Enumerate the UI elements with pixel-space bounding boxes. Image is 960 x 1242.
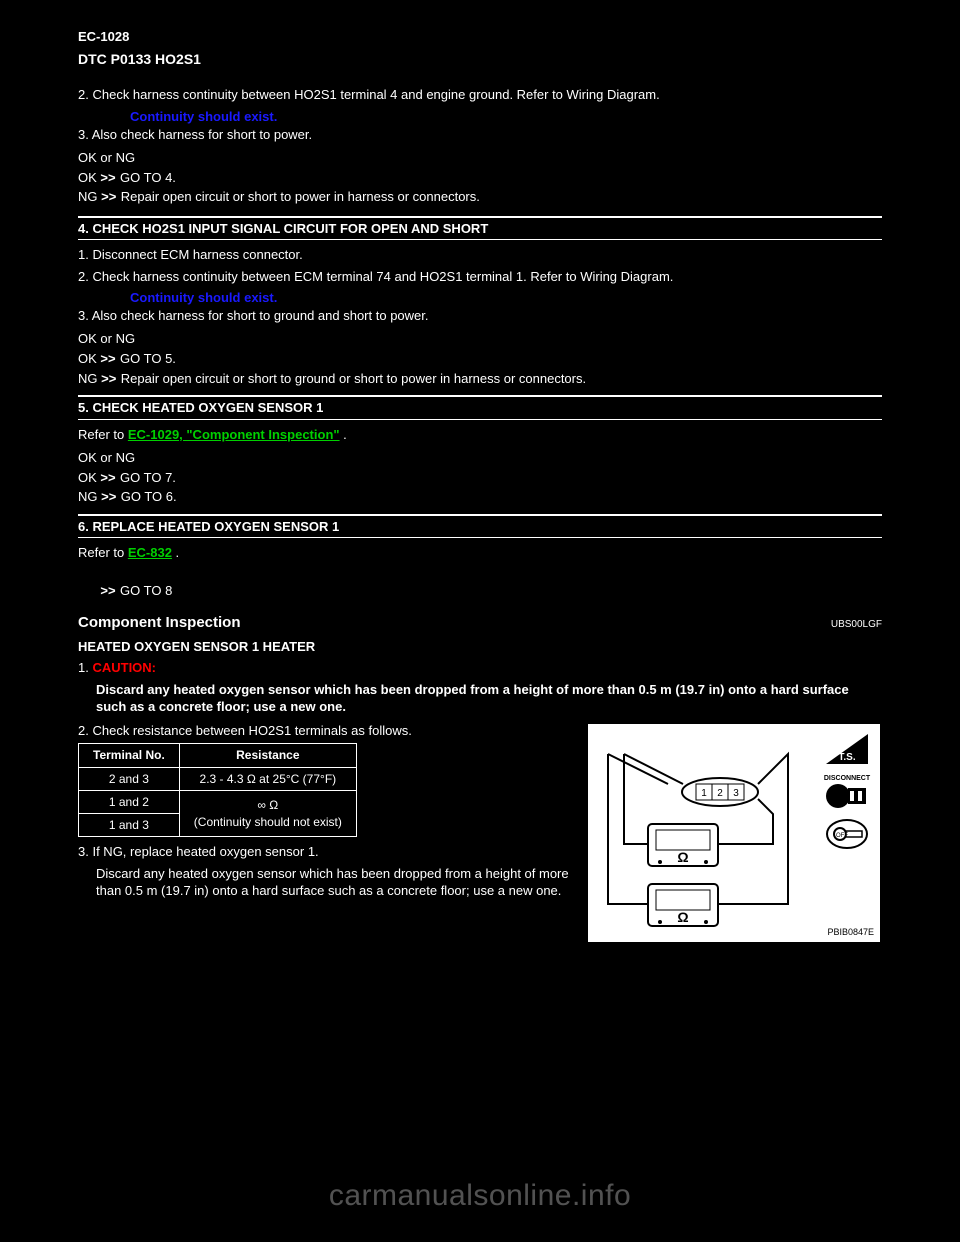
sec6-arrow: >> <box>100 582 116 600</box>
wiring-figure: 1 2 3 Ω Ω T.S. <box>586 722 882 944</box>
svg-text:T.S.: T.S. <box>838 752 855 763</box>
svg-text:3: 3 <box>733 788 739 799</box>
comp-s3n: 3. <box>78 844 89 859</box>
sec4-s3n: 3. <box>78 308 89 323</box>
step2-result: Continuity should exist. <box>78 108 882 126</box>
svg-text:Ω: Ω <box>677 849 688 865</box>
sec6-ref-pre: Refer to <box>78 545 128 560</box>
component-code: UBS00LGF <box>831 618 882 632</box>
caution-label: CAUTION: <box>92 660 156 675</box>
svg-text:DISCONNECT: DISCONNECT <box>824 775 871 782</box>
page-number: EC-1028 <box>78 28 882 46</box>
th-terminal: Terminal No. <box>79 744 180 767</box>
caution-text: Discard any heated oxygen sensor which h… <box>78 681 882 716</box>
section4-title: 4. CHECK HO2S1 INPUT SIGNAL CIRCUIT FOR … <box>78 216 882 241</box>
r3c1: 1 and 3 <box>79 814 180 837</box>
sec5-ok-to: GO TO 7. <box>120 470 176 485</box>
sec4-s3: Also check harness for short to ground a… <box>92 308 429 323</box>
step2-num3: 3. <box>78 127 89 142</box>
sec5-ng-to: GO TO 6. <box>121 489 177 504</box>
step2-q: OK or NG <box>78 149 882 167</box>
step2-text3: Also check harness for short to power. <box>92 127 312 142</box>
sec5-ref-post: . <box>340 427 347 442</box>
sec4-q: OK or NG <box>78 330 882 348</box>
sec4-ng: NG <box>78 371 98 386</box>
r2c2: ∞ Ω (Continuity should not exist) <box>179 790 356 836</box>
sec4-s1n: 1. <box>78 247 89 262</box>
sec6-ref-post: . <box>172 545 179 560</box>
comp-s1n: 1. <box>78 660 89 675</box>
r1c1: 2 and 3 <box>79 767 180 790</box>
resistance-table: Terminal No. Resistance 2 and 3 2.3 - 4.… <box>78 743 357 837</box>
sec6-ref-link[interactable]: EC-832 <box>128 545 172 560</box>
svg-text:OFF: OFF <box>836 833 848 839</box>
watermark: carmanualsonline.info <box>0 1176 960 1217</box>
sec4-ok: OK <box>78 351 97 366</box>
r2c1: 1 and 2 <box>79 790 180 813</box>
component-heading: Component Inspection <box>78 613 241 633</box>
sec5-ref-pre: Refer to <box>78 427 128 442</box>
sec4-ng-to: Repair open circuit or short to ground o… <box>121 371 586 386</box>
step2-text: Check harness continuity between HO2S1 t… <box>92 87 659 102</box>
comp-s3: If NG, replace heated oxygen sensor 1. <box>92 844 318 859</box>
step2-ng: NG <box>78 189 98 204</box>
comp-s2: Check resistance between HO2S1 terminals… <box>92 723 411 738</box>
svg-text:Ω: Ω <box>677 909 688 925</box>
sec6-to: GO TO 8 <box>120 583 172 598</box>
sec5-ref-link[interactable]: EC-1029, "Component Inspection" <box>128 427 340 442</box>
sec4-s2: Check harness continuity between ECM ter… <box>92 269 673 284</box>
step2-ok-to: GO TO 4. <box>120 170 176 185</box>
th-resistance: Resistance <box>179 744 356 767</box>
component-sub: HEATED OXYGEN SENSOR 1 HEATER <box>78 638 882 656</box>
sec5-ok: OK <box>78 470 97 485</box>
svg-text:1: 1 <box>701 788 707 799</box>
section6-title: 6. REPLACE HEATED OXYGEN SENSOR 1 <box>78 514 882 539</box>
sec4-s1: Disconnect ECM harness connector. <box>92 247 302 262</box>
figure-code: PBIB0847E <box>827 926 874 938</box>
r2c2a: ∞ Ω <box>194 797 342 813</box>
r2c2b: (Continuity should not exist) <box>194 814 342 830</box>
sec5-q: OK or NG <box>78 449 882 467</box>
step2-ng-to: Repair open circuit or short to power in… <box>121 189 480 204</box>
sec5-ng: NG <box>78 489 98 504</box>
comp-s2n: 2. <box>78 723 89 738</box>
step2-ok: OK <box>78 170 97 185</box>
sec4-s2n: 2. <box>78 269 89 284</box>
sec4-ok-to: GO TO 5. <box>120 351 176 366</box>
svg-text:2: 2 <box>717 788 723 799</box>
step2-num: 2. <box>78 87 89 102</box>
page-title: DTC P0133 HO2S1 <box>78 50 882 69</box>
sec4-result: Continuity should exist. <box>78 289 882 307</box>
section5-title: 5. CHECK HEATED OXYGEN SENSOR 1 <box>78 395 882 420</box>
r1c2: 2.3 - 4.3 Ω at 25°C (77°F) <box>179 767 356 790</box>
